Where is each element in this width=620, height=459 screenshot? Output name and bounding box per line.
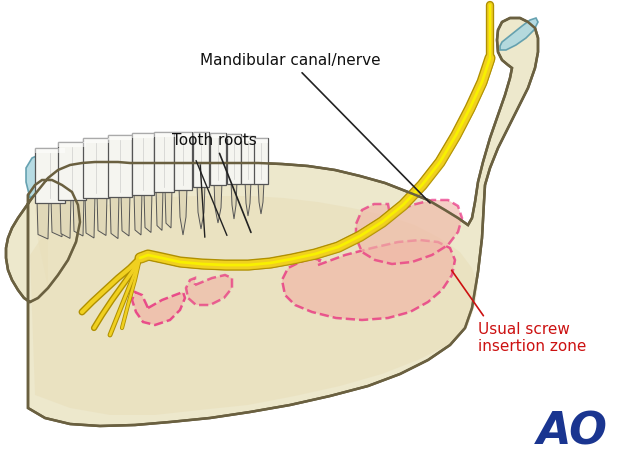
Polygon shape <box>60 197 71 238</box>
Polygon shape <box>51 200 63 237</box>
Polygon shape <box>30 196 478 415</box>
Polygon shape <box>132 133 154 195</box>
Polygon shape <box>110 194 119 239</box>
Polygon shape <box>83 138 109 198</box>
Polygon shape <box>193 132 209 187</box>
Polygon shape <box>500 18 538 50</box>
Polygon shape <box>108 135 132 140</box>
Polygon shape <box>179 187 187 235</box>
Polygon shape <box>174 132 192 137</box>
Polygon shape <box>356 200 462 264</box>
Polygon shape <box>108 135 132 197</box>
Polygon shape <box>254 138 268 143</box>
Polygon shape <box>254 138 268 184</box>
Text: AO: AO <box>536 410 608 453</box>
Polygon shape <box>35 158 80 288</box>
Polygon shape <box>227 134 241 139</box>
Text: Mandibular canal/nerve: Mandibular canal/nerve <box>200 53 430 203</box>
Polygon shape <box>231 181 237 219</box>
Polygon shape <box>227 134 241 184</box>
Polygon shape <box>132 292 185 325</box>
Polygon shape <box>58 142 86 200</box>
Polygon shape <box>121 194 130 236</box>
Polygon shape <box>144 192 152 233</box>
Polygon shape <box>258 181 264 214</box>
Polygon shape <box>35 148 65 203</box>
Polygon shape <box>241 136 255 141</box>
Polygon shape <box>193 132 209 137</box>
Polygon shape <box>154 132 174 192</box>
Polygon shape <box>85 195 95 238</box>
Polygon shape <box>154 132 174 137</box>
Polygon shape <box>241 136 255 184</box>
Text: Tooth roots: Tooth roots <box>172 133 257 232</box>
Polygon shape <box>73 197 84 236</box>
Polygon shape <box>214 182 222 223</box>
Polygon shape <box>186 275 232 305</box>
Polygon shape <box>37 200 49 239</box>
Polygon shape <box>282 240 455 320</box>
Text: Usual screw
insertion zone: Usual screw insertion zone <box>478 322 587 354</box>
Polygon shape <box>210 133 226 185</box>
Polygon shape <box>97 195 107 235</box>
Polygon shape <box>26 150 80 198</box>
Polygon shape <box>134 192 142 235</box>
Polygon shape <box>83 138 109 143</box>
Polygon shape <box>174 132 192 190</box>
Polygon shape <box>6 18 538 426</box>
Polygon shape <box>210 133 226 138</box>
Polygon shape <box>245 181 251 216</box>
Polygon shape <box>165 189 172 228</box>
Polygon shape <box>132 133 154 138</box>
Polygon shape <box>58 142 86 147</box>
Polygon shape <box>35 148 65 153</box>
Polygon shape <box>197 184 205 229</box>
Polygon shape <box>156 189 163 230</box>
